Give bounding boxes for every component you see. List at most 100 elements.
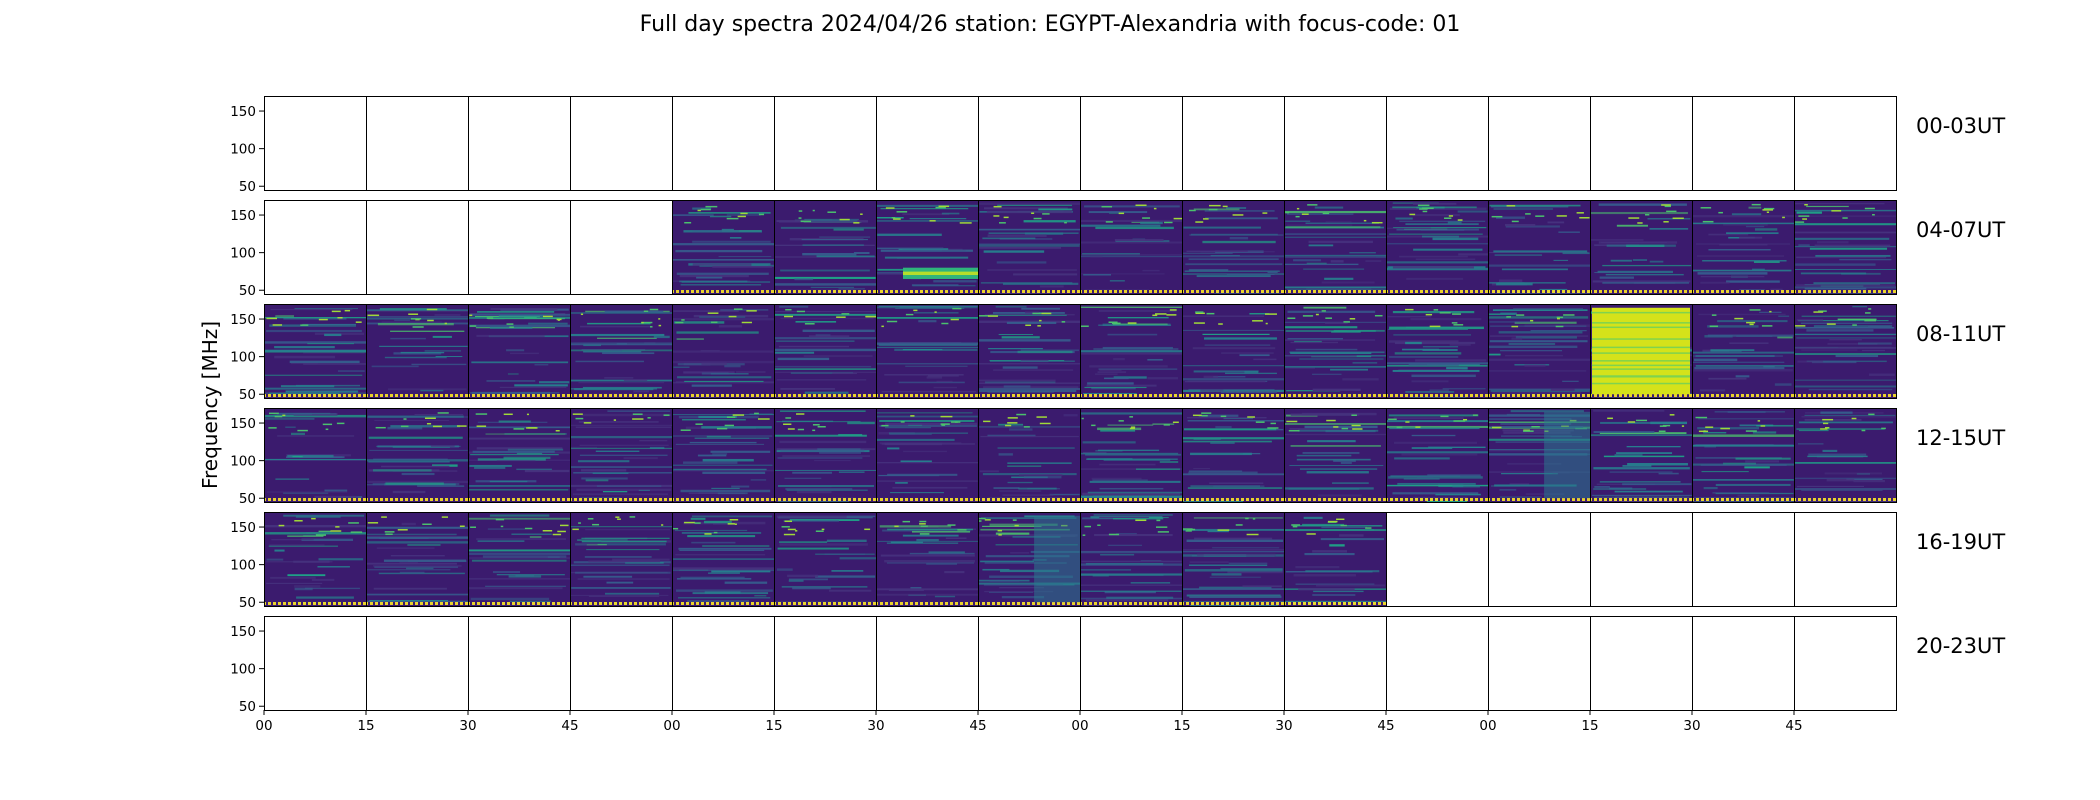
spectrum-speckle [1705,426,1714,428]
calibration-gap [1055,290,1057,293]
calibration-gap [1575,290,1577,293]
spectrum-line [1330,368,1369,371]
empty-panel [468,96,571,191]
spectrum-line [926,563,958,565]
calibration-gap [1545,394,1547,397]
spectrum-line [571,587,671,589]
calibration-gap [1891,290,1893,293]
calibration-gap [271,498,273,501]
burst-line [1592,360,1690,362]
spectrum-line [672,258,774,261]
spectrum-speckle [894,525,899,528]
calibration-gap [433,602,435,605]
calibration-gap [1714,498,1716,501]
spectrum-line [1086,384,1157,387]
spectrum-line [324,333,342,337]
calibration-gap [739,602,741,605]
spectrum-line [1488,353,1501,356]
spectrum-speckle [1118,212,1125,215]
calibration-gap [1117,290,1119,293]
spectrum-line [918,320,937,323]
spectrum-line [264,349,366,352]
spectrum-line [1815,254,1891,257]
calibration-gap [1811,290,1813,293]
spectrum-line [711,570,771,573]
spectrum-line [780,410,866,412]
spectrum-line [1693,368,1793,372]
calibration-gap [684,602,686,605]
calibration-gap [1381,394,1383,397]
calibration-gap [1749,394,1751,397]
spectrum-speckle [297,429,308,432]
spectrum-line [1189,561,1229,563]
calibration-gap [1423,394,1425,397]
calibration-gap [866,602,868,605]
spectrum-speckle [1023,426,1030,428]
spectrum-speckle [1084,525,1092,528]
spectrum-line [1396,228,1479,231]
calibration-gap [393,602,395,605]
spectrum-speckle [704,533,712,535]
calibration-gap [1092,394,1094,397]
calibration-gap [1117,394,1119,397]
calibration-gap [555,394,557,397]
calibration-gap [1070,290,1072,293]
spectrum-line [470,597,550,601]
spectrum-speckle [397,529,408,531]
spectrum-speckle [1453,420,1466,422]
spectrum-line [1100,430,1136,432]
calibration-gap [1433,498,1435,501]
calibration-gap [1575,498,1577,501]
spectrum-line [1422,349,1458,351]
spectrum-line [1023,220,1076,223]
calibration-gap [587,602,589,605]
spectrum-panel [1488,200,1591,295]
spectrum-speckle [1041,312,1052,315]
y-tick-label: 100 [230,350,256,366]
calibration-gap [490,498,492,501]
spectrum-line [785,488,853,490]
calibration-gap [958,290,960,293]
spectrum-line [1199,586,1272,589]
spectrum-line [1108,544,1142,547]
spectrum-speckle [1782,216,1785,219]
spectrum-line [876,540,978,542]
calibration-gap [515,394,517,397]
spectrum-line [1228,562,1268,564]
calibration-gap [1555,290,1557,293]
calibration-gap [1428,394,1430,397]
panel-frame [1794,512,1897,607]
spectrum-line [1097,449,1160,452]
spectrum-background [1182,200,1284,294]
calibration-gap [1627,394,1629,397]
spectrum-line [592,472,629,474]
spectrum-line [1290,445,1381,447]
spectrum-speckle [1607,417,1613,420]
spectrum-line [570,424,672,426]
row-time-label: 00-03UT [1916,114,2005,138]
spectrum-line [1102,346,1173,350]
spectrum-line [1182,551,1284,553]
spectrum-line [1494,254,1543,256]
spectrum-speckle [1135,204,1147,207]
calibration-gap [1346,602,1348,605]
calibration-gap [632,602,634,605]
spectrum-panel [1692,200,1795,295]
calibration-gap [1515,394,1517,397]
spectrum-speckle [959,222,972,224]
calibration-gap [1356,290,1358,293]
calibration-gap [1764,394,1766,397]
spectrum-speckle [658,324,662,327]
y-tick-label: 150 [230,312,256,328]
spectrum-speckle [1322,212,1330,215]
calibration-gap [898,498,900,501]
calibration-gap [898,290,900,293]
spectrum-line [1095,226,1174,230]
calibration-gap [1754,290,1756,293]
calibration-gap [1555,394,1557,397]
calibration-gap [1478,498,1480,501]
spectrum-line [1708,377,1747,380]
calibration-gap [1306,498,1308,501]
spectrum-line [1010,552,1030,554]
spectrum-line [876,363,978,365]
